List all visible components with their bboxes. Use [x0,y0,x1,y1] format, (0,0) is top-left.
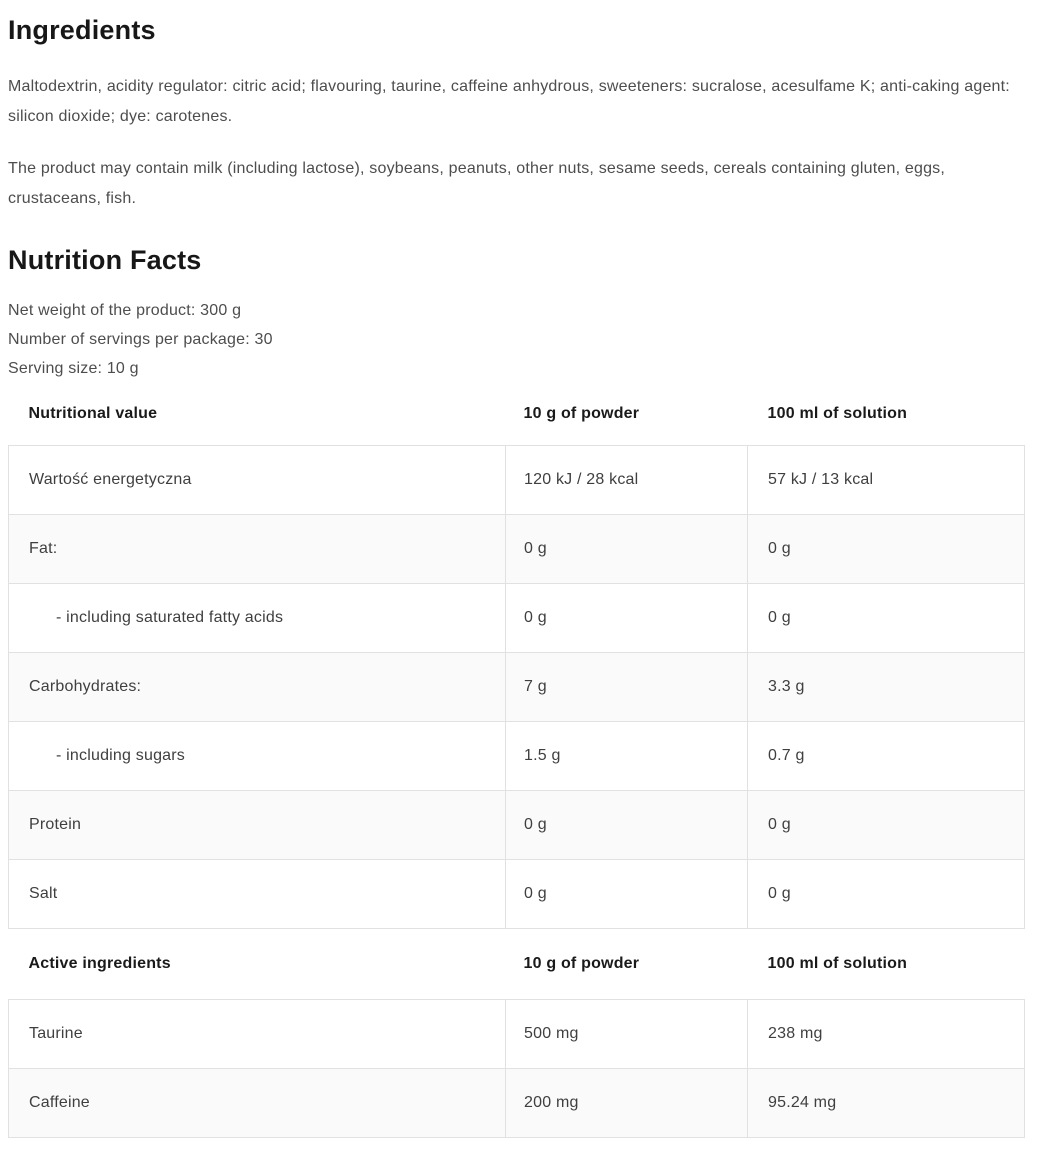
row-label: Wartość energetyczna [8,445,506,515]
row-value-per-100ml: 0.7 g [747,721,1025,791]
row-label: Caffeine [8,1068,506,1138]
row-value-per-serving: 7 g [505,652,748,722]
column-header-per-100ml: 100 ml of solution [747,383,1025,446]
serving-size-line: Serving size: 10 g [8,360,139,377]
row-value-per-100ml: 0 g [747,514,1025,584]
ingredients-composition-text: Maltodextrin, acidity regulator: citric … [8,78,1010,125]
table-row-carbohydrates: Carbohydrates: 7 g 3.3 g [8,652,1025,722]
row-value-per-100ml: 0 g [747,583,1025,653]
row-label: Fat: [8,514,506,584]
net-weight-line: Net weight of the product: 300 g [8,302,242,319]
row-value-per-100ml: 0 g [747,859,1025,929]
row-value-per-100ml: 57 kJ / 13 kcal [747,445,1025,515]
table-row-caffeine: Caffeine 200 mg 95.24 mg [8,1068,1025,1138]
table-row-fat: Fat: 0 g 0 g [8,514,1025,584]
table-row-sugars: - including sugars 1.5 g 0.7 g [8,721,1025,791]
nutrition-facts-title: Nutrition Facts [8,245,202,275]
column-header-active-ingredients: Active ingredients [8,928,506,1000]
table-header-row: Nutritional value 10 g of powder 100 ml … [8,383,1025,446]
table-row-taurine: Taurine 500 mg 238 mg [8,999,1025,1069]
row-value-per-serving: 0 g [505,514,748,584]
column-header-nutritional-value: Nutritional value [8,383,506,446]
row-value-per-serving: 0 g [505,790,748,860]
active-ingredients-header-section: Active ingredients 10 g of powder 100 ml… [8,928,1025,1000]
row-value-per-serving: 0 g [505,859,748,929]
row-value-per-serving: 0 g [505,583,748,653]
row-value-per-serving: 1.5 g [505,721,748,791]
allergen-notice-text: The product may contain milk (including … [8,160,946,207]
nutritional-value-header-section: Nutritional value 10 g of powder 100 ml … [8,383,1025,446]
active-ingredients-rows: Taurine 500 mg 238 mg Caffeine 200 mg 95… [8,999,1025,1138]
row-label: Protein [8,790,506,860]
row-label: Taurine [8,999,506,1069]
column-header-per-serving: 10 g of powder [505,928,748,1000]
row-value-per-serving: 200 mg [505,1068,748,1138]
table-header-row: Active ingredients 10 g of powder 100 ml… [8,928,1025,1000]
ingredients-title: Ingredients [8,15,156,45]
column-header-per-100ml: 100 ml of solution [747,928,1025,1000]
nutrition-meta: Net weight of the product: 300 g Number … [8,296,1032,383]
row-value-per-100ml: 0 g [747,790,1025,860]
row-value-per-serving: 500 mg [505,999,748,1069]
table-row-energy: Wartość energetyczna 120 kJ / 28 kcal 57… [8,445,1025,515]
row-label: - including sugars [8,721,506,791]
row-label: - including saturated fatty acids [8,583,506,653]
row-value-per-100ml: 95.24 mg [747,1068,1025,1138]
servings-per-package-line: Number of servings per package: 30 [8,331,273,348]
table-row-salt: Salt 0 g 0 g [8,859,1025,929]
nutritional-value-rows: Wartość energetyczna 120 kJ / 28 kcal 57… [8,445,1025,929]
column-header-per-serving: 10 g of powder [505,383,748,446]
table-row-protein: Protein 0 g 0 g [8,790,1025,860]
row-label: Carbohydrates: [8,652,506,722]
row-value-per-100ml: 3.3 g [747,652,1025,722]
table-row-saturated-fat: - including saturated fatty acids 0 g 0 … [8,583,1025,653]
row-label: Salt [8,859,506,929]
row-value-per-serving: 120 kJ / 28 kcal [505,445,748,515]
row-value-per-100ml: 238 mg [747,999,1025,1069]
nutrition-table: Nutritional value 10 g of powder 100 ml … [8,383,1025,1138]
